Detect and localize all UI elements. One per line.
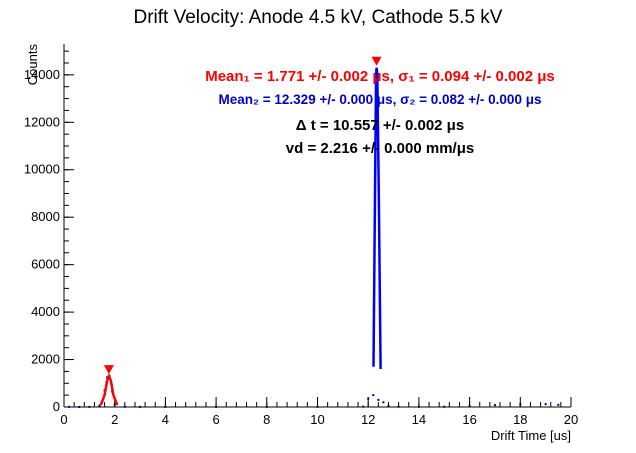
histogram-point	[367, 397, 370, 400]
histogram-point	[106, 376, 109, 379]
annotation-drift-velocity: vd = 2.216 +/- 0.000 mm/μs	[286, 140, 474, 157]
histogram-point	[265, 405, 268, 408]
x-tick-label: 2	[111, 412, 118, 427]
y-tick-label: 0	[53, 399, 60, 414]
histogram-point	[417, 405, 420, 408]
histogram-point	[519, 403, 522, 406]
fit-curve-1	[99, 372, 119, 406]
x-tick-label: 6	[212, 412, 219, 427]
histogram-point	[382, 401, 385, 404]
y-tick-label: 14000	[24, 67, 60, 82]
histogram-point	[397, 405, 400, 408]
histogram-point	[372, 394, 375, 397]
histogram-point	[316, 405, 319, 408]
histogram-point	[362, 405, 365, 408]
histogram-point	[493, 404, 496, 407]
y-tick-label: 6000	[31, 257, 60, 272]
histogram-point	[164, 405, 167, 408]
y-tick-label: 12000	[24, 114, 60, 129]
histogram-point	[88, 405, 91, 408]
x-tick-label: 16	[462, 412, 476, 427]
x-axis-label: Drift Time [us]	[491, 428, 571, 443]
y-tick-label: 2000	[31, 352, 60, 367]
histogram-point	[123, 405, 126, 408]
annotation-mean-1: Mean₁ = 1.771 +/- 0.002 μs, σ₁ = 0.094 +…	[205, 68, 555, 85]
peak-marker-1	[103, 365, 114, 375]
histogram-point	[387, 405, 390, 408]
x-tick-label: 20	[564, 412, 578, 427]
histogram-point	[557, 403, 560, 406]
histogram-point	[544, 403, 547, 406]
x-tick-label: 10	[310, 412, 324, 427]
x-tick-label: 14	[412, 412, 426, 427]
x-tick-label: 0	[60, 412, 67, 427]
chart-title: Drift Velocity: Anode 4.5 kV, Cathode 5.…	[134, 7, 503, 28]
histogram-point	[215, 405, 218, 408]
fit-curve-2	[372, 67, 382, 370]
x-tick-label: 8	[263, 412, 270, 427]
plot-area: 0 2 4 6 8 10 12 14 16 18 20 0 2000 4000 6000 8000 10000 1…	[24, 44, 578, 427]
y-tick-label: 10000	[24, 162, 60, 177]
annotation-mean-2: Mean₂ = 12.329 +/- 0.000 μs, σ₂ = 0.082 …	[219, 92, 542, 107]
x-tick-label: 12	[361, 412, 375, 427]
histogram-point	[139, 405, 142, 408]
x-tick-label: 18	[513, 412, 527, 427]
y-tick-label: 8000	[31, 209, 60, 224]
histogram-point	[113, 403, 116, 406]
x-tick-label: 4	[162, 412, 169, 427]
y-axis-label: Counts	[25, 44, 40, 86]
annotation-delta-t: Δ t = 10.557 +/- 0.002 μs	[296, 117, 464, 134]
peak-marker-2	[371, 56, 382, 66]
histogram-point	[78, 405, 81, 408]
histogram-point	[377, 398, 380, 401]
histogram-point	[68, 405, 71, 408]
histogram-point	[443, 405, 446, 408]
y-tick-label: 4000	[31, 304, 60, 319]
histogram-point	[98, 404, 101, 407]
histogram-point	[468, 404, 471, 407]
